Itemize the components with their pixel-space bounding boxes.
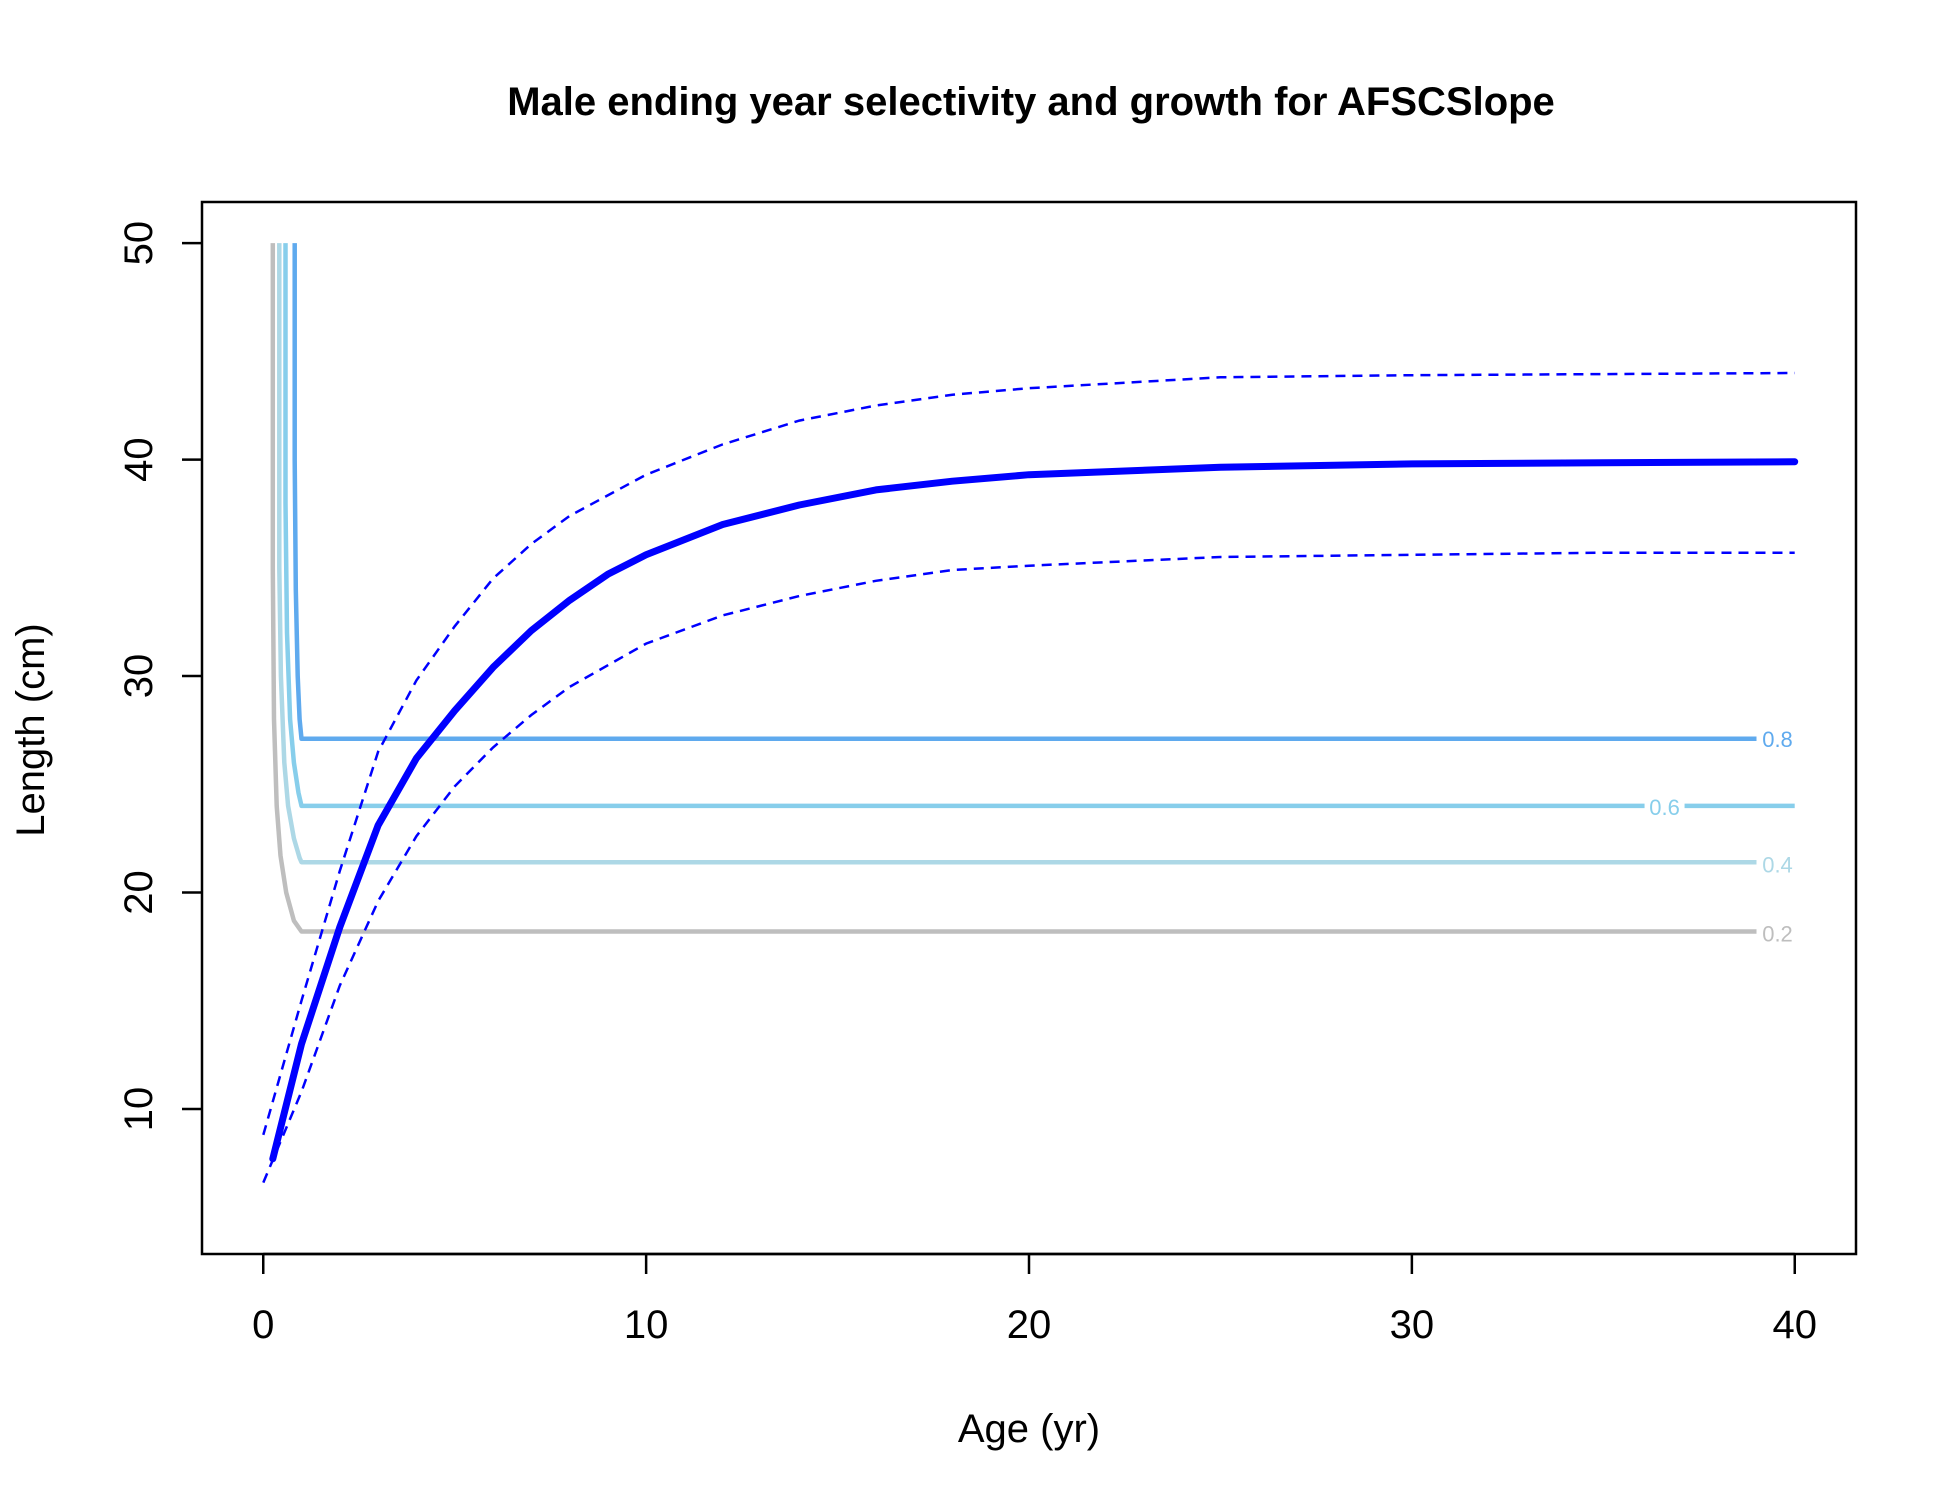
contour-label-0-2: 0.2 [1762, 922, 1793, 947]
growth-curves [262, 371, 1799, 1184]
contour-label-0-8: 0.8 [1762, 727, 1793, 752]
y-tick-label: 20 [117, 870, 161, 915]
y-tick-label: 10 [117, 1087, 161, 1132]
plot-frame [200, 200, 1858, 1256]
selectivity-contour-0-6 [283, 243, 1795, 809]
growth-upper-interval-line [262, 371, 1795, 1136]
selectivity-contour-0-8 [292, 243, 1757, 742]
contour-labels: 0.8 0.6 0.4 0.2 [1644, 726, 1798, 947]
contour-label-background [1757, 726, 1798, 751]
growth-lower-interval-line [262, 551, 1795, 1184]
selectivity-contour-0-4 [277, 243, 1757, 865]
y-tick-label: 30 [117, 654, 161, 699]
contour-label-background [1757, 852, 1798, 877]
x-tick-label: 30 [1390, 1303, 1435, 1347]
x-tick-label: 40 [1772, 1303, 1817, 1347]
x-axis: 0 10 20 30 40 [252, 1252, 1817, 1347]
contour-label-background [1644, 795, 1685, 820]
x-axis-label: Age (yr) [958, 1407, 1100, 1451]
growth-mean-line [269, 458, 1799, 1163]
contour-label-background [1757, 921, 1798, 946]
y-axis-label: Length (cm) [9, 623, 53, 836]
selectivity-contours [270, 243, 1795, 934]
contour-label-0-6: 0.6 [1649, 795, 1680, 820]
contour-label-0-4: 0.4 [1762, 852, 1793, 877]
x-tick-label: 10 [624, 1303, 669, 1347]
y-tick-label: 40 [117, 437, 161, 482]
y-tick-label: 50 [117, 221, 161, 265]
y-axis: 10 20 30 40 50 [117, 221, 202, 1131]
x-tick-label: 20 [1007, 1303, 1052, 1347]
chart-title: Male ending year selectivity and growth … [507, 80, 1555, 124]
selectivity-contour-0-2 [270, 243, 1757, 934]
x-tick-label: 0 [252, 1303, 274, 1347]
